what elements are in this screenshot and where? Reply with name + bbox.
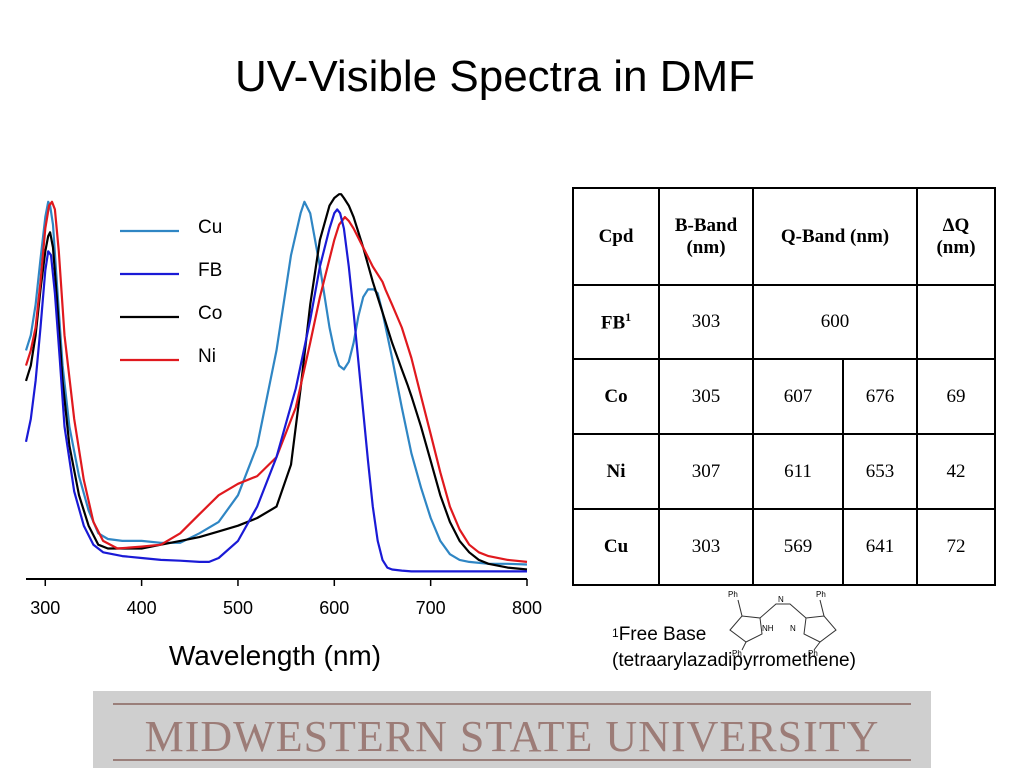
band-table: Cpd B-Band (nm) Q-Band (nm) ΔQ (nm) FB1 …: [572, 187, 996, 586]
cell-qband-1: 569: [752, 508, 844, 586]
footnote-text: Free Base: [618, 624, 707, 645]
x-tick-label: 500: [223, 598, 253, 618]
cell-qband-1: 611: [752, 433, 844, 510]
table-row: Ni 307 611 653 42: [572, 433, 996, 510]
aza-bridge: [759, 603, 807, 619]
cell-qband-2: 653: [842, 433, 918, 510]
bond-ph-4: [813, 641, 821, 651]
university-banner: MIDWESTERN STATE UNIVERSITY: [93, 691, 931, 768]
cell-qband-2: 676: [842, 358, 918, 435]
structure-label: Ph: [732, 649, 742, 658]
legend-label-cu: Cu: [198, 217, 222, 238]
structure-label: N: [790, 624, 796, 633]
cell-cpd-sup: 1: [625, 309, 632, 324]
cell-dq: 72: [916, 508, 996, 586]
bond-ph-3: [741, 641, 747, 651]
header-bband-line2: (nm): [686, 236, 726, 258]
cell-bband: 307: [658, 433, 754, 510]
x-tick-label: 400: [127, 598, 157, 618]
footnote-line1: 1Free Base: [612, 622, 856, 648]
university-name: MIDWESTERN STATE UNIVERSITY: [144, 712, 880, 761]
series-line-fb: [24, 208, 527, 573]
x-tick-label: 600: [319, 598, 349, 618]
cell-cpd-name: FB: [600, 312, 626, 334]
structure-label: Ph: [728, 590, 738, 599]
series-line-ni: [24, 200, 528, 563]
banner-rule-top: [113, 703, 911, 705]
cell-bband: 305: [658, 358, 754, 435]
structure-label: NH: [762, 624, 774, 633]
bond-ph-1: [737, 599, 743, 617]
slide-title: UV-Visible Spectra in DMF: [234, 52, 756, 101]
header-qband: Q-Band (nm): [752, 187, 918, 286]
pyrrole-ring-right: [803, 615, 837, 643]
header-bband: B-Band (nm): [658, 187, 754, 286]
cell-dq: [916, 284, 996, 360]
header-bband-line1: B-Band: [674, 214, 738, 236]
x-axis-label: Wavelength (nm): [168, 640, 382, 671]
cell-qband: 600: [752, 284, 918, 360]
structure-label: Ph: [808, 649, 818, 658]
x-tick-label: 700: [416, 598, 446, 618]
cell-bband: 303: [658, 284, 754, 360]
x-tick-label: 800: [512, 598, 542, 618]
cell-dq: 69: [916, 358, 996, 435]
header-cpd: Cpd: [572, 187, 660, 286]
footnote-sup: 1: [612, 626, 619, 640]
cell-cpd: FB1: [572, 284, 660, 360]
table-row: Cu 303 569 641 72: [572, 508, 996, 586]
cell-qband-1: 607: [752, 358, 844, 435]
cell-cpd: Ni: [572, 433, 660, 510]
bond-ph-2: [819, 599, 825, 617]
footnote-line2: (tetraarylazadipyrromethene): [612, 650, 856, 671]
banner-rule-bottom: [113, 759, 911, 761]
cell-bband: 303: [658, 508, 754, 586]
structure-label: Ph: [816, 590, 826, 599]
legend-label-ni: Ni: [198, 346, 216, 367]
pyrrole-ring-left: [729, 615, 763, 643]
header-dq-line2: (nm): [936, 236, 976, 258]
table-row: Co 305 607 676 69: [572, 358, 996, 435]
cell-dq: 42: [916, 433, 996, 510]
cell-cpd: Cu: [572, 508, 660, 586]
cell-qband-2: 641: [842, 508, 918, 586]
azadipyrromethene-structure: Ph N Ph NH N Ph Ph: [728, 590, 837, 658]
header-dq: ΔQ (nm): [916, 187, 996, 286]
table-header-row: Cpd B-Band (nm) Q-Band (nm) ΔQ (nm): [572, 187, 996, 286]
footnote: 1Free Base (tetraarylazadipyrromethene): [612, 622, 856, 674]
x-tick-label: 300: [30, 598, 60, 618]
table-row: FB1 303 600: [572, 284, 996, 360]
header-dq-line1: ΔQ: [942, 214, 970, 236]
structure-bonds: [729, 599, 837, 651]
cell-cpd: Co: [572, 358, 660, 435]
structure-label: N: [778, 595, 784, 604]
uv-vis-spectra-chart: 300 400 500 600 700 800 Cu FB Co Ni: [24, 193, 542, 618]
legend-label-co: Co: [198, 303, 222, 324]
legend-label-fb: FB: [198, 260, 222, 281]
